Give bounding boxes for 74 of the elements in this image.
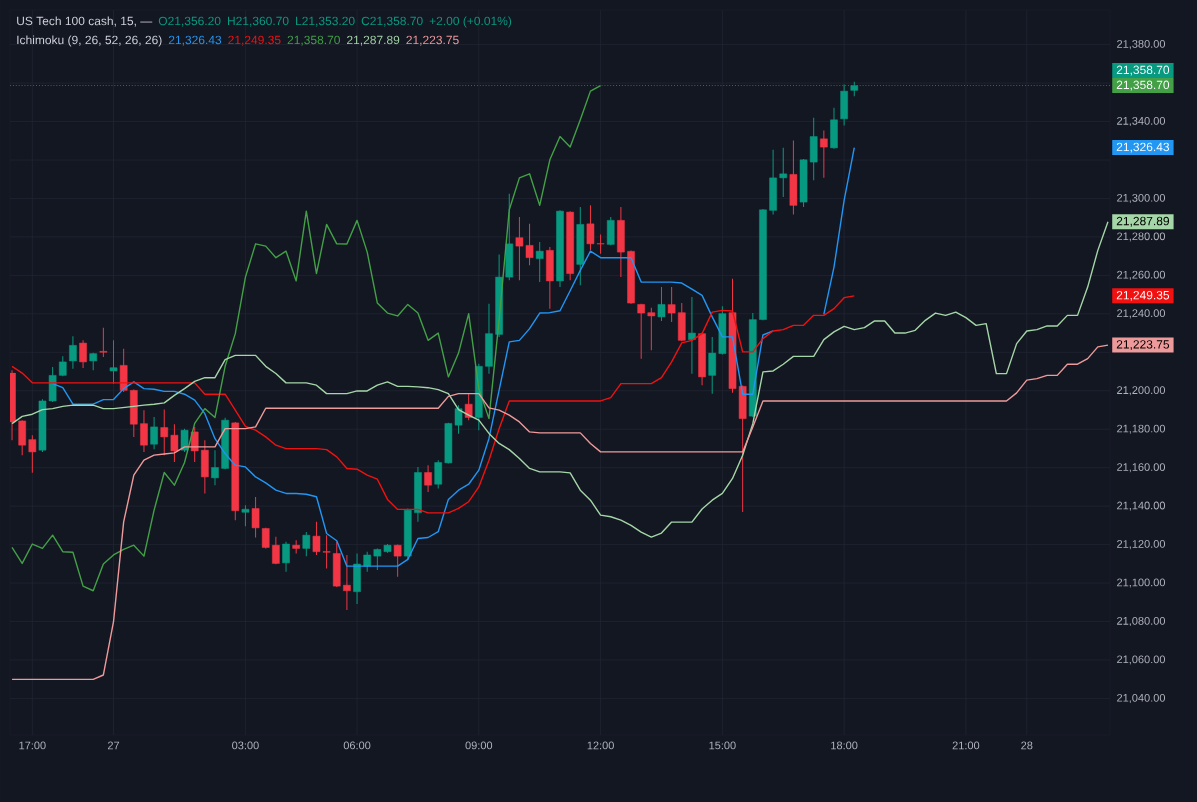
candlestick bbox=[708, 336, 717, 395]
x-tick-label: 18:00 bbox=[831, 741, 858, 750]
candlestick bbox=[251, 496, 260, 538]
annotation: 21,287.89 bbox=[347, 35, 400, 46]
candlestick bbox=[820, 130, 828, 179]
text: 21,249.35 bbox=[1116, 290, 1170, 301]
candlestick bbox=[343, 554, 351, 611]
candlestick bbox=[170, 423, 179, 463]
y-tick-label: 21,100.00 bbox=[1117, 578, 1166, 588]
annotation: 21,326.43 bbox=[168, 35, 222, 46]
y-tick-label: 21,200.00 bbox=[1117, 386, 1166, 396]
candlestick bbox=[109, 339, 118, 385]
candlestick bbox=[140, 409, 148, 453]
candlestick bbox=[241, 504, 250, 527]
x-tick-label: 21:00 bbox=[952, 741, 980, 750]
candlestick bbox=[657, 286, 666, 322]
x-tick-label: 12:00 bbox=[587, 741, 614, 750]
candlestick bbox=[282, 541, 290, 573]
candlestick bbox=[393, 544, 402, 578]
candlestick bbox=[667, 286, 676, 323]
text: 21,358.70 bbox=[1116, 65, 1170, 76]
y-tick-label: 21,040.00 bbox=[1117, 693, 1166, 703]
x-tick-label: 15:00 bbox=[709, 741, 736, 750]
y-tick-label: 21,140.00 bbox=[1117, 501, 1166, 511]
y-tick-label: 21,340.00 bbox=[1117, 116, 1166, 127]
annotation: 21,249.35 bbox=[228, 35, 281, 46]
candlestick bbox=[434, 459, 443, 489]
annotation: 21,358.70 bbox=[287, 35, 340, 46]
text: Ichimoku (9, 26, 52, 26, 26) bbox=[17, 35, 162, 47]
annotation: +2.00 (+0.01%) bbox=[429, 16, 512, 28]
candlestick bbox=[302, 531, 311, 557]
data-label: 21,223.75 bbox=[1116, 340, 1170, 351]
annotation: H21,360.70 bbox=[227, 16, 289, 27]
y-tick-label: 21,300.00 bbox=[1117, 193, 1166, 203]
y-tick-label: 21,060.00 bbox=[1117, 655, 1166, 665]
annotation: 21,223.75 bbox=[406, 35, 459, 46]
text: 21,326.43 bbox=[1116, 142, 1170, 153]
candlestick bbox=[28, 434, 37, 474]
chart-title: US Tech 100 cash, 15, — bbox=[17, 16, 153, 27]
candlestick bbox=[69, 335, 77, 370]
x-tick-label: 17:00 bbox=[19, 741, 46, 750]
y-tick-label: 21,260.00 bbox=[1117, 270, 1166, 280]
y-tick-label: 21,120.00 bbox=[1117, 540, 1166, 550]
candlestick bbox=[424, 464, 432, 493]
y-tick-label: 21,380.00 bbox=[1117, 40, 1166, 50]
candlestick bbox=[637, 303, 645, 360]
data-label: 21,287.89 bbox=[1116, 216, 1170, 227]
candlestick bbox=[79, 339, 87, 369]
candlestick bbox=[647, 307, 656, 351]
x-tick-label: 28 bbox=[1021, 741, 1033, 750]
y-tick-label: 21,180.00 bbox=[1117, 424, 1166, 434]
candlestick bbox=[363, 551, 371, 573]
candlestick bbox=[535, 241, 544, 283]
x-tick-label: 27 bbox=[107, 741, 120, 750]
candlestick bbox=[150, 416, 158, 450]
candlestick bbox=[779, 147, 788, 198]
annotation: O21,356.20 bbox=[158, 16, 221, 27]
line-series bbox=[11, 84, 602, 592]
y-tick-label: 21,160.00 bbox=[1117, 463, 1166, 473]
x-tick-label: 06:00 bbox=[343, 741, 371, 750]
annotation: C21,358.70 bbox=[361, 16, 423, 27]
y-tick-label: 21,240.00 bbox=[1117, 309, 1166, 319]
text: 21,358.70 bbox=[1116, 80, 1170, 91]
y-tick-label: 21,080.00 bbox=[1117, 616, 1166, 627]
candlestick bbox=[272, 536, 280, 565]
x-tick-label: 09:00 bbox=[465, 741, 493, 750]
candlestick bbox=[464, 393, 473, 421]
candlestick bbox=[99, 327, 108, 358]
annotation: L21,353.20 bbox=[296, 16, 355, 27]
candlestick bbox=[688, 296, 696, 375]
candlestick bbox=[211, 449, 219, 486]
x-tick-label: 03:00 bbox=[232, 741, 259, 750]
y-tick-label: 21,280.00 bbox=[1117, 232, 1166, 242]
candlestick bbox=[160, 409, 169, 456]
